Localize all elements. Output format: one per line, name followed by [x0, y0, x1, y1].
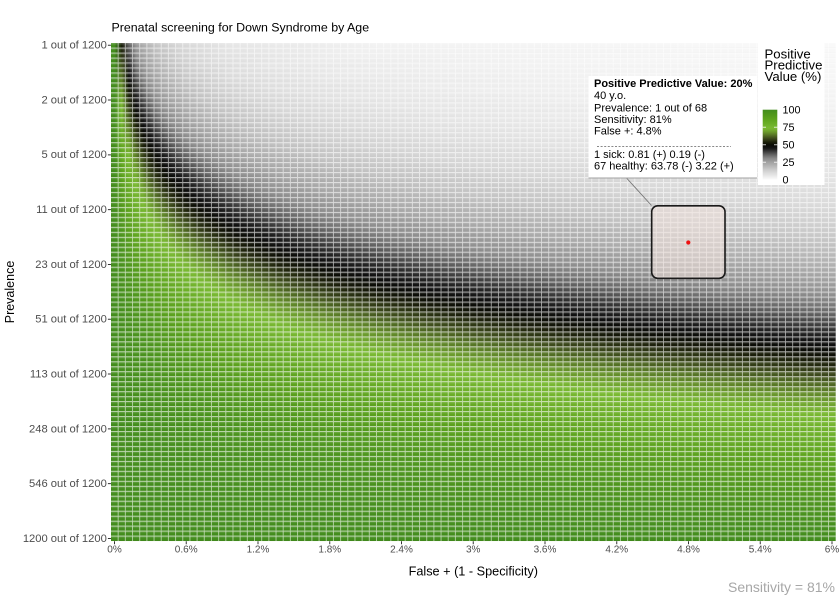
svg-text:1 sick: 0.81 (+) 0.19 (-): 1 sick: 0.81 (+) 0.19 (-): [594, 149, 705, 161]
svg-text:1.2%: 1.2%: [247, 545, 270, 556]
svg-text:Positive Predictive Value: 20%: Positive Predictive Value: 20%: [594, 78, 753, 90]
svg-text:5.4%: 5.4%: [749, 545, 772, 556]
svg-text:Prevalence: 1 out of 68: Prevalence: 1 out of 68: [594, 102, 707, 114]
svg-text:Prenatal screening for Down Sy: Prenatal screening for Down Syndrome by …: [112, 21, 370, 35]
svg-text:0%: 0%: [107, 545, 122, 556]
svg-text:0.6%: 0.6%: [175, 545, 198, 556]
svg-text:Sensitivity = 81%: Sensitivity = 81%: [728, 579, 835, 595]
svg-text:5 out of 1200: 5 out of 1200: [41, 149, 106, 161]
svg-text:3%: 3%: [466, 545, 481, 556]
svg-text:Positive: Positive: [765, 46, 811, 61]
svg-text:1200 out of 1200: 1200 out of 1200: [23, 533, 107, 545]
svg-text:False +: 4.8%: False +: 4.8%: [594, 126, 662, 138]
svg-text:50: 50: [783, 139, 795, 151]
svg-text:113 out of 1200: 113 out of 1200: [30, 369, 107, 381]
svg-text:4.8%: 4.8%: [677, 545, 700, 556]
svg-text:75: 75: [783, 122, 795, 134]
svg-text:23 out of 1200: 23 out of 1200: [35, 259, 107, 271]
svg-text:2 out of 1200: 2 out of 1200: [41, 94, 106, 106]
svg-text:6%: 6%: [825, 545, 840, 556]
svg-text:4.2%: 4.2%: [605, 545, 628, 556]
svg-text:Sensitivity: 81%: Sensitivity: 81%: [594, 114, 672, 126]
svg-text:67 healthy: 63.78 (-) 3.22 (+): 67 healthy: 63.78 (-) 3.22 (+): [594, 161, 734, 173]
svg-text:Value (%): Value (%): [765, 69, 822, 84]
svg-text:3.6%: 3.6%: [534, 545, 557, 556]
svg-text:25: 25: [783, 157, 795, 169]
svg-text:Prevalence: Prevalence: [3, 261, 17, 324]
svg-text:248 out of 1200: 248 out of 1200: [29, 423, 107, 435]
svg-text:546 out of 1200: 546 out of 1200: [29, 478, 107, 490]
svg-text:1 out of 1200: 1 out of 1200: [41, 40, 106, 52]
svg-text:False + (1 - Specificity): False + (1 - Specificity): [409, 565, 538, 579]
svg-text:51 out of 1200: 51 out of 1200: [35, 314, 107, 326]
svg-text:40 y.o.: 40 y.o.: [594, 90, 626, 102]
svg-text:2.4%: 2.4%: [390, 545, 413, 556]
svg-text:0: 0: [783, 174, 789, 186]
svg-text:1.8%: 1.8%: [318, 545, 341, 556]
svg-text:Predictive: Predictive: [765, 58, 823, 73]
svg-text:100: 100: [783, 104, 801, 116]
svg-text:11 out of 1200: 11 out of 1200: [36, 204, 107, 216]
